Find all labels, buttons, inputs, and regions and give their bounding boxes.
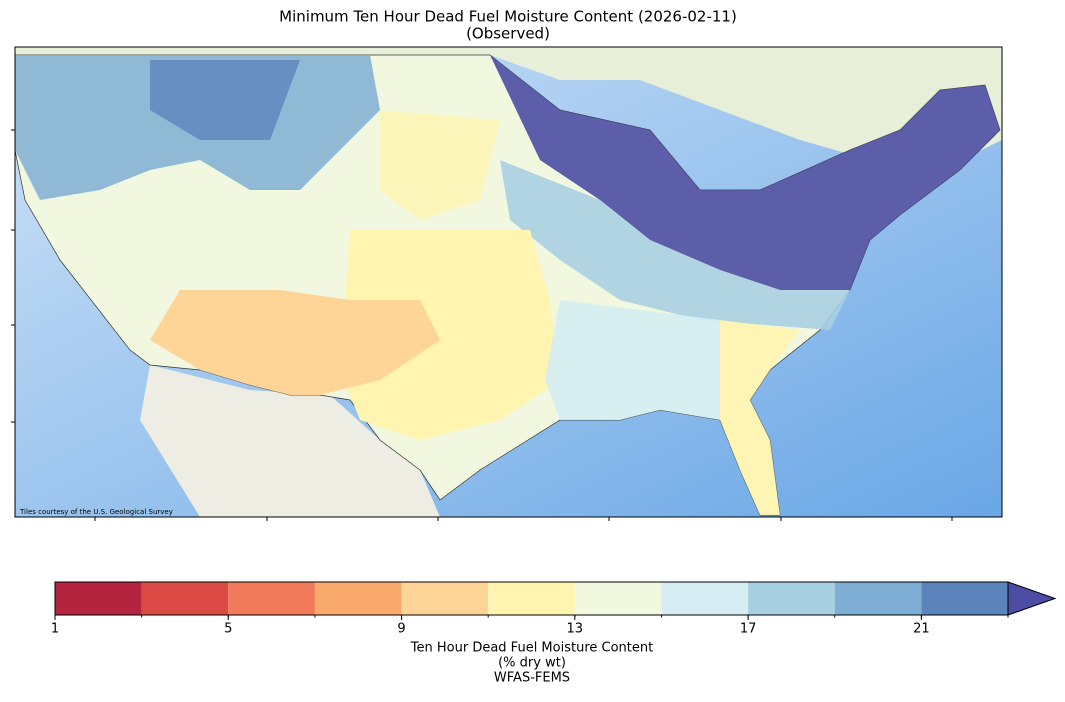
colorbar-tick-label: 5 bbox=[224, 622, 232, 637]
colorbar-tick-label: 17 bbox=[740, 622, 757, 637]
colorbar-source: WFAS-FEMS bbox=[494, 671, 570, 686]
colorbar-bin bbox=[314, 582, 402, 615]
title: Minimum Ten Hour Dead Fuel Moisture Cont… bbox=[279, 8, 737, 26]
map: Tiles courtesy of the U.S. Geological Su… bbox=[15, 47, 1002, 517]
plains-dry bbox=[340, 230, 560, 440]
map-frame bbox=[14, 46, 1003, 518]
colorbar-bin bbox=[834, 582, 922, 615]
colorbar: 1 5 9 13 17 21 bbox=[51, 581, 1057, 637]
attribution: Tiles courtesy of the U.S. Geological Su… bbox=[19, 508, 173, 516]
colorbar-bin bbox=[661, 582, 749, 615]
colorbar-bin bbox=[141, 582, 229, 615]
colorbar-label: Ten Hour Dead Fuel Moisture Content bbox=[410, 641, 653, 656]
northeast-wet bbox=[490, 55, 1000, 290]
colorbar-bin bbox=[228, 582, 315, 615]
colorbar-units: (% dry wt) bbox=[498, 656, 566, 671]
colorbar-bin bbox=[921, 582, 1008, 615]
colorbar-bin bbox=[574, 582, 662, 615]
north-plains bbox=[380, 110, 500, 220]
colorbar-extend bbox=[1007, 581, 1057, 616]
northwest-wet bbox=[150, 60, 300, 140]
map-ticks bbox=[11, 129, 953, 521]
southeast-dry bbox=[720, 320, 800, 515]
colorbar-bin bbox=[55, 582, 142, 615]
colorbar-tick-label: 21 bbox=[913, 622, 930, 637]
southwest-dry bbox=[150, 290, 440, 395]
mexico bbox=[140, 365, 440, 517]
colorbar-tick-label: 9 bbox=[397, 622, 405, 637]
colorbar-tick-label: 1 bbox=[51, 622, 59, 637]
colorbar-tick-label: 13 bbox=[567, 622, 584, 637]
midwest-moist bbox=[500, 160, 850, 330]
canada bbox=[15, 47, 1002, 170]
colorbar-frame bbox=[54, 581, 1009, 616]
colorbar-bin bbox=[488, 582, 575, 615]
south-moist bbox=[545, 300, 720, 420]
subtitle: (Observed) bbox=[466, 25, 550, 43]
colorbar-bin bbox=[748, 582, 835, 615]
colorbar-bin bbox=[401, 582, 489, 615]
